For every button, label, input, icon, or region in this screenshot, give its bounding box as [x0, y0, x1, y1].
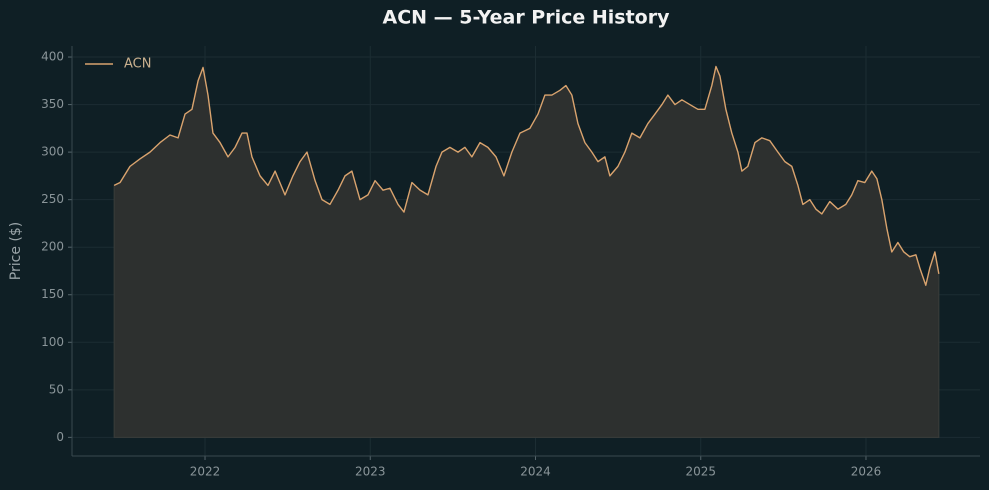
y-tick-label: 400: [41, 50, 64, 64]
x-tick-label: 2025: [685, 465, 716, 479]
y-tick-label: 300: [41, 145, 64, 159]
y-tick-label: 250: [41, 192, 64, 206]
y-tick-label: 100: [41, 335, 64, 349]
y-axis-label: Price ($): [8, 222, 24, 280]
x-tick-label: 2024: [520, 465, 551, 479]
x-tick-label: 2026: [851, 465, 882, 479]
y-tick-label: 150: [41, 287, 64, 301]
chart-title: ACN — 5-Year Price History: [383, 7, 671, 29]
y-tick-label: 350: [41, 97, 64, 111]
y-tick-label: 0: [56, 430, 64, 444]
y-tick-label: 200: [41, 240, 64, 254]
x-tick-label: 2022: [190, 465, 221, 479]
price-line: [113, 65, 940, 286]
legend-label: ACN: [124, 57, 151, 72]
y-tick-label: 50: [49, 382, 64, 396]
x-tick-label: 2023: [355, 465, 386, 479]
